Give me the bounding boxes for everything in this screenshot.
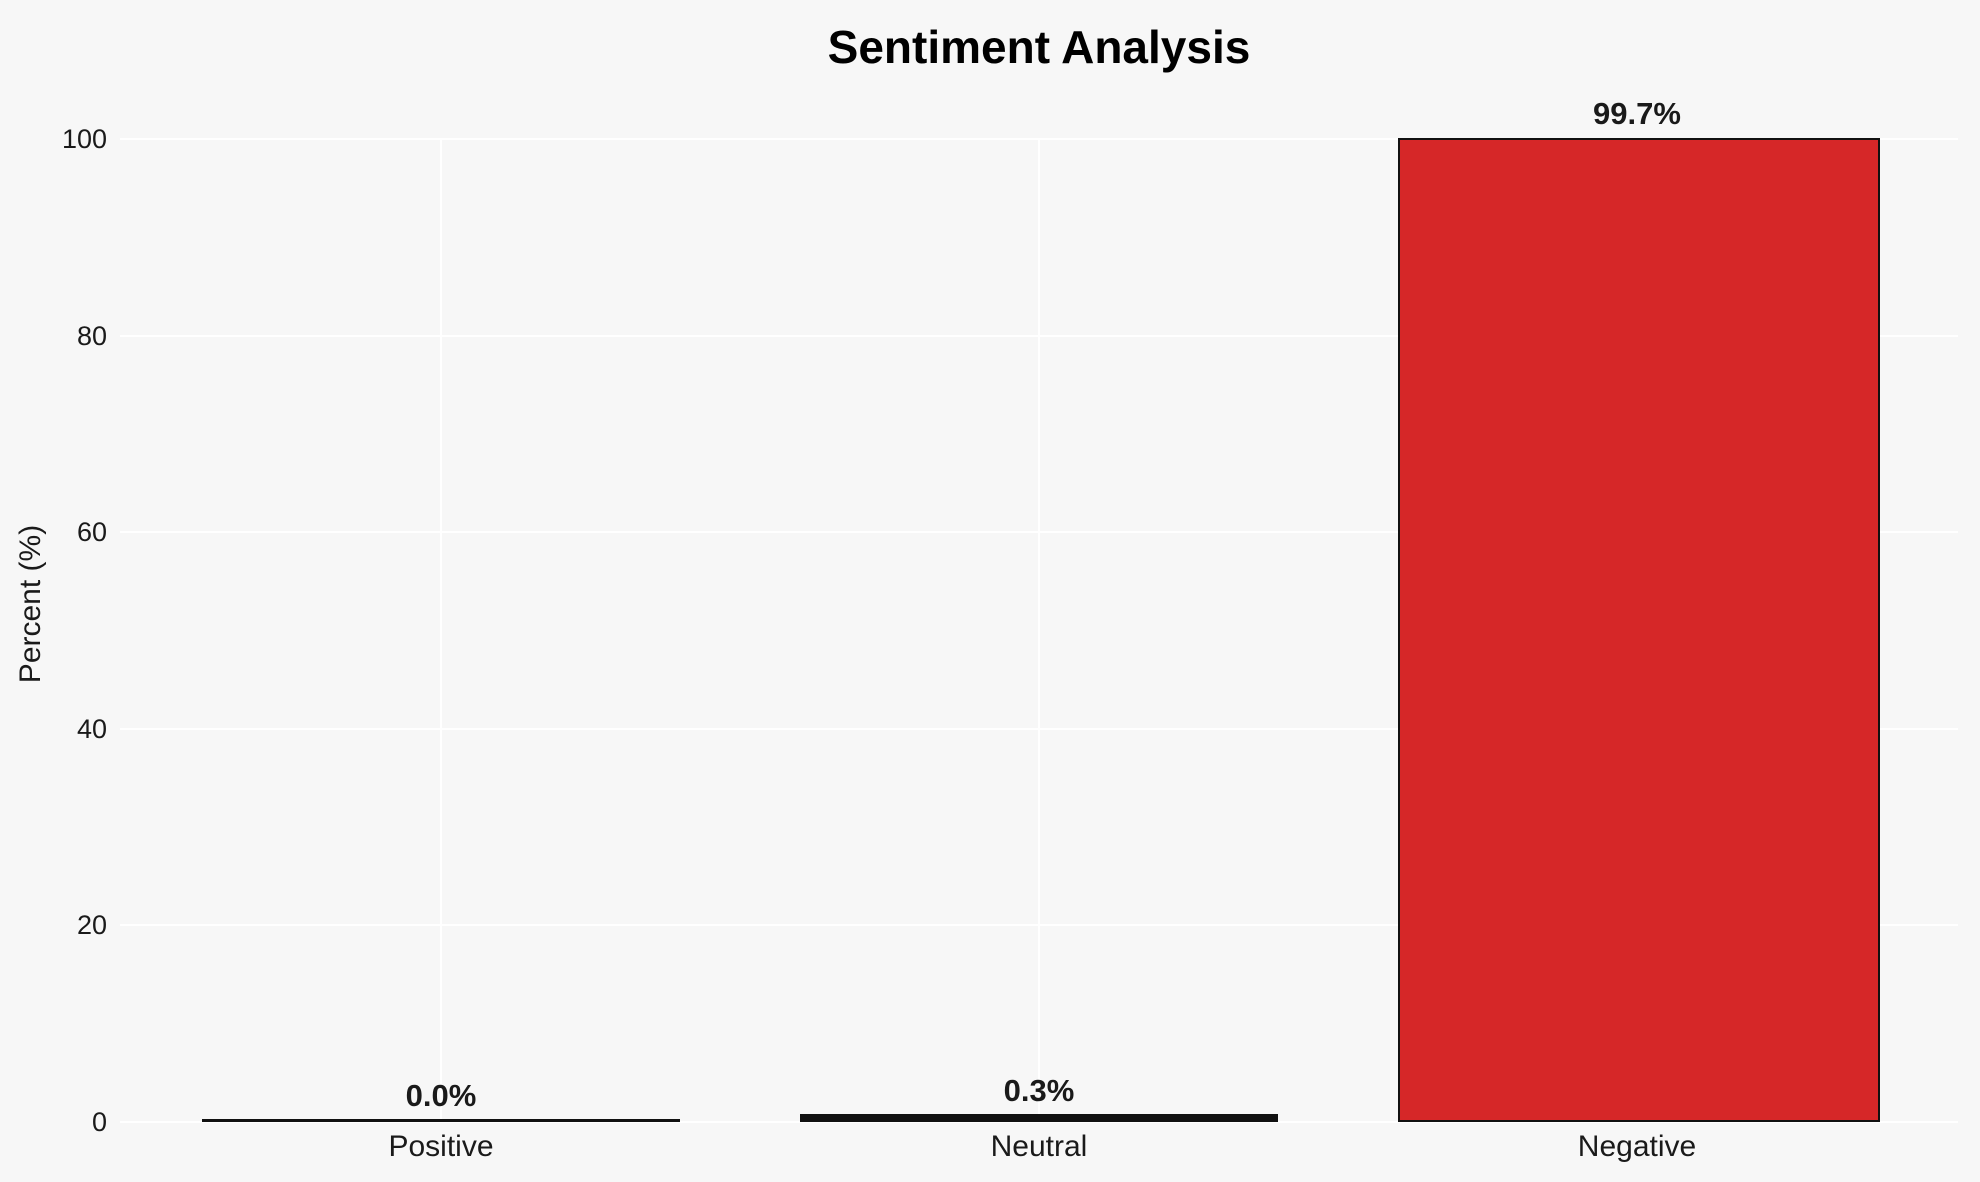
y-tick-label-100: 100 [61,124,107,154]
x-tick-label-neutral: Neutral [990,1130,1088,1163]
plot-area: 0.0% 0.3% 99.7% [120,98,1958,1123]
bar-neutral [800,1114,1278,1122]
value-label-neutral: 0.3% [1003,1073,1075,1109]
y-tick-label-60: 60 [76,517,107,548]
h-gridline-0 [120,1121,1958,1123]
y-tick-label-20: 20 [76,910,107,941]
v-gridline-neutral [1038,139,1040,1122]
y-axis-label: Percent (%) [14,524,47,684]
v-gridline-positive [440,139,442,1122]
chart-title: Sentiment Analysis [827,21,1251,73]
y-tick-label-80: 80 [76,320,107,351]
x-tick-label-positive: Positive [388,1130,494,1163]
bar-positive [202,1119,680,1122]
value-label-positive: 0.0% [405,1078,477,1113]
y-tick-label-40: 40 [76,713,107,744]
value-label-negative: 99.7% [1593,95,1681,131]
x-tick-label-negative: Negative [1577,1130,1697,1163]
y-tick-label-0: 0 [91,1107,107,1137]
bar-negative [1398,137,1880,1122]
